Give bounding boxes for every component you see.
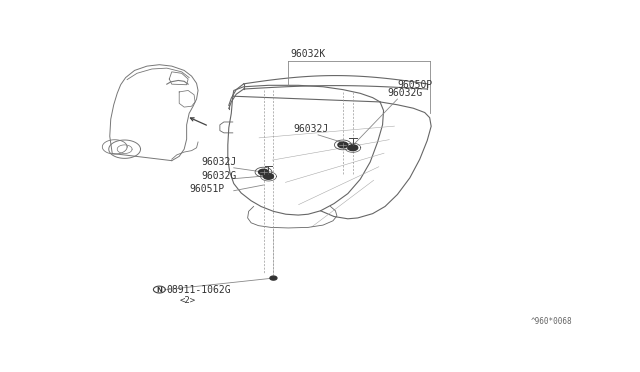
Text: 96051P: 96051P [189,184,225,194]
Polygon shape [264,174,273,179]
Polygon shape [259,169,269,175]
Text: ^960*0068: ^960*0068 [531,317,572,326]
Text: 08911-1062G: 08911-1062G [167,285,232,295]
Text: 96032J: 96032J [202,157,237,167]
Polygon shape [338,142,348,148]
Text: 96050P: 96050P [397,80,433,90]
Text: 96032K: 96032K [291,49,326,59]
Text: N: N [156,286,163,292]
Polygon shape [348,145,358,151]
Text: 96032J: 96032J [293,124,328,134]
Text: <2>: <2> [179,296,195,305]
Polygon shape [154,286,165,293]
Polygon shape [270,276,277,280]
Text: 96032G: 96032G [202,171,237,181]
Text: 96032G: 96032G [388,89,423,99]
